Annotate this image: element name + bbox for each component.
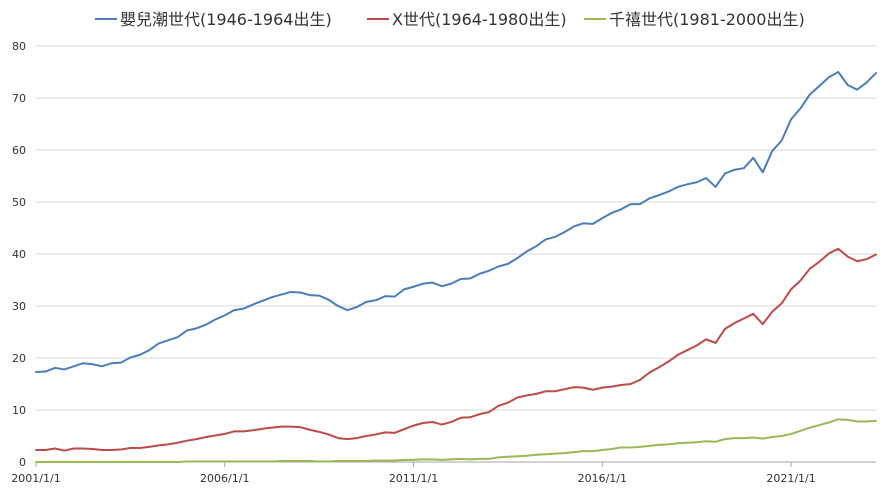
- x-tick-label: 2011/1/1: [389, 472, 438, 485]
- legend-label-boomers: 嬰兒潮世代(1946-1964出生): [120, 10, 332, 29]
- y-tick-label: 80: [12, 40, 26, 53]
- gridlines: [36, 45, 876, 411]
- y-tick-label: 30: [12, 300, 26, 313]
- x-tick-label: 2016/1/1: [578, 472, 627, 485]
- legend-label-millennials: 千禧世代(1981-2000出生): [609, 10, 805, 29]
- y-axis-ticks: 0 10 20 30 40 50 60 70 80: [12, 40, 26, 469]
- series-line-boomers: [35, 71, 877, 374]
- x-axis: 2001/1/1 2006/1/1 2011/1/1 2016/1/1 2021/1/1: [11, 461, 876, 485]
- x-tick-label: 2021/1/1: [766, 472, 815, 485]
- y-tick-label: 20: [12, 352, 26, 365]
- x-tick-label: 2006/1/1: [200, 472, 249, 485]
- y-tick-label: 50: [12, 196, 26, 209]
- legend-label-genx: X世代(1964-1980出生): [392, 10, 567, 29]
- y-tick-label: 70: [12, 92, 26, 105]
- y-tick-label: 40: [12, 248, 26, 261]
- y-tick-label: 0: [19, 456, 26, 469]
- series-line-genx: [35, 247, 877, 452]
- x-tick-label: 2001/1/1: [11, 472, 60, 485]
- legend: 嬰兒潮世代(1946-1964出生) X世代(1964-1980出生) 千禧世代…: [95, 10, 805, 29]
- y-tick-label: 60: [12, 144, 26, 157]
- y-tick-label: 10: [12, 404, 26, 417]
- series-lines: [35, 71, 877, 463]
- series-line-millennials: [35, 418, 877, 463]
